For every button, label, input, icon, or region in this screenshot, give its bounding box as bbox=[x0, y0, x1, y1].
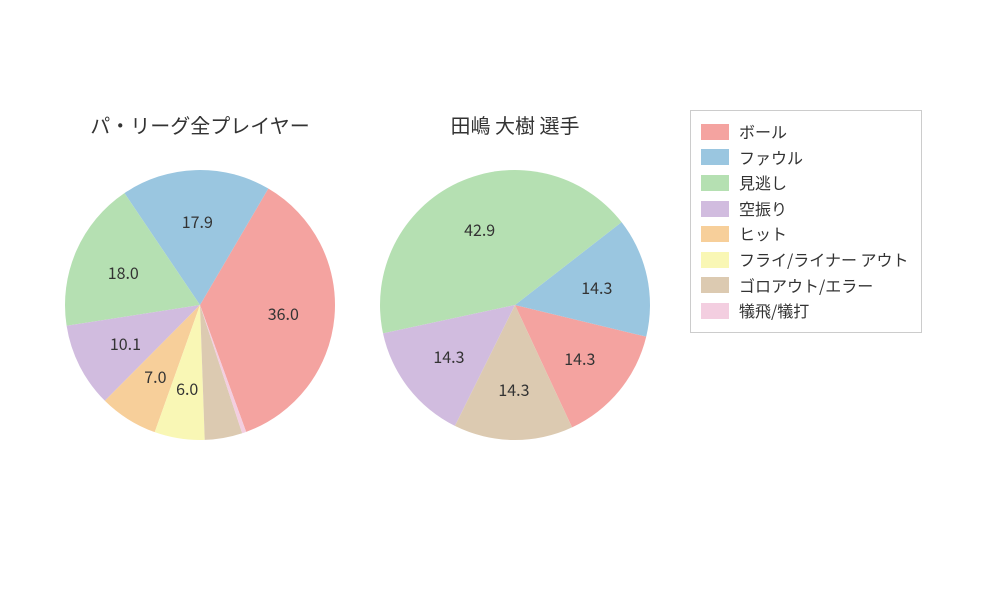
legend-item-hit: ヒット bbox=[701, 221, 909, 247]
legend-swatch-ball bbox=[701, 124, 729, 140]
legend-label-swing: 空振り bbox=[739, 196, 787, 222]
pie-league-title: パ・リーグ全プレイヤー bbox=[80, 110, 320, 139]
legend-label-look: 見逃し bbox=[739, 170, 787, 196]
legend-item-groundout: ゴロアウト/エラー bbox=[701, 273, 909, 299]
legend-item-swing: 空振り bbox=[701, 196, 909, 222]
legend-item-sac: 犠飛/犠打 bbox=[701, 298, 909, 324]
legend-item-flyliner: フライ/ライナー アウト bbox=[701, 247, 909, 273]
legend-label-groundout: ゴロアウト/エラー bbox=[739, 273, 873, 299]
chart-root: 36.017.918.010.17.06.0パ・リーグ全プレイヤー14.314.… bbox=[0, 0, 1000, 600]
legend-label-sac: 犠飛/犠打 bbox=[739, 298, 809, 324]
legend-swatch-hit bbox=[701, 226, 729, 242]
legend-item-foul: ファウル bbox=[701, 145, 909, 171]
legend-label-ball: ボール bbox=[739, 119, 787, 145]
legend-swatch-swing bbox=[701, 201, 729, 217]
legend-label-flyliner: フライ/ライナー アウト bbox=[739, 247, 909, 273]
legend-swatch-foul bbox=[701, 149, 729, 165]
legend-swatch-flyliner bbox=[701, 252, 729, 268]
legend-item-ball: ボール bbox=[701, 119, 909, 145]
legend-swatch-look bbox=[701, 175, 729, 191]
legend-label-hit: ヒット bbox=[739, 221, 787, 247]
legend-item-look: 見逃し bbox=[701, 170, 909, 196]
legend-swatch-groundout bbox=[701, 277, 729, 293]
legend-swatch-sac bbox=[701, 303, 729, 319]
legend-label-foul: ファウル bbox=[739, 145, 803, 171]
pie-player-title: 田嶋 大樹 選手 bbox=[395, 110, 635, 139]
legend: ボールファウル見逃し空振りヒットフライ/ライナー アウトゴロアウト/エラー犠飛/… bbox=[690, 110, 922, 333]
